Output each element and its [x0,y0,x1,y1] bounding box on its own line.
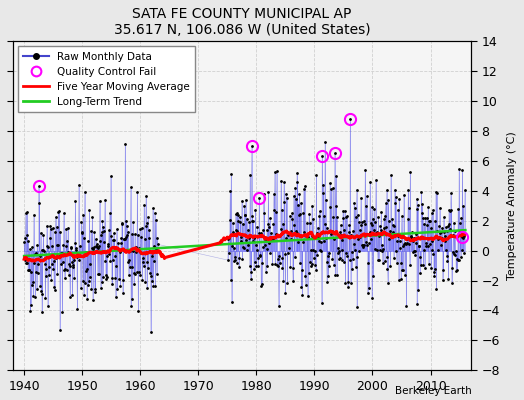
Legend: Raw Monthly Data, Quality Control Fail, Five Year Moving Average, Long-Term Tren: Raw Monthly Data, Quality Control Fail, … [18,46,195,112]
Title: SATA FE COUNTY MUNICIPAL AP
35.617 N, 106.086 W (United States): SATA FE COUNTY MUNICIPAL AP 35.617 N, 10… [114,7,370,37]
Text: Berkeley Earth: Berkeley Earth [395,386,472,396]
Y-axis label: Temperature Anomaly (°C): Temperature Anomaly (°C) [507,131,517,280]
